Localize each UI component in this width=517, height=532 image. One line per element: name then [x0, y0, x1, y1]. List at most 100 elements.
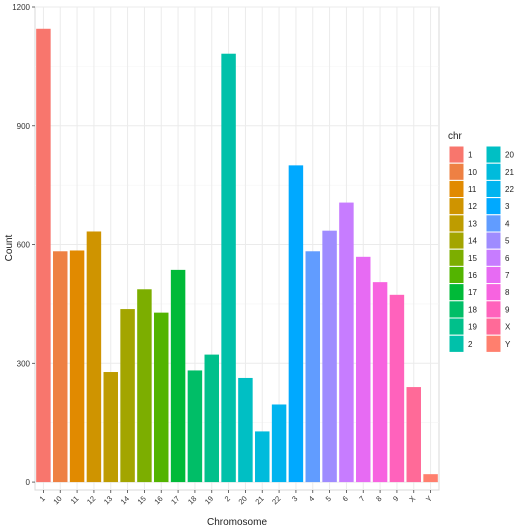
legend-key-6: [485, 248, 502, 267]
x-axis-label: Chromosome: [207, 517, 267, 528]
x-tick-label: 17: [169, 494, 181, 506]
y-tick-label: 900: [17, 122, 31, 131]
x-tick-label: 21: [253, 494, 265, 506]
legend-label: 2: [468, 340, 473, 349]
legend-label: 16: [468, 271, 477, 280]
legend-label: 20: [505, 151, 514, 160]
x-tick-label: 13: [102, 494, 114, 506]
legend-label: 22: [505, 185, 514, 194]
x-axis: 1 10 11 12 13 14 15 16 17 18 19 2 20 21 22 3 4 5 6 7 8 9 X Y: [38, 490, 434, 506]
x-tick-label: 15: [136, 494, 148, 506]
legend-label: 15: [468, 254, 477, 263]
bar-3: [288, 165, 304, 483]
x-tick-label: 12: [85, 494, 97, 506]
legend-key-17: [448, 283, 465, 302]
x-tick-label: 22: [270, 494, 282, 506]
x-tick-label: 3: [290, 494, 299, 503]
bar-13: [103, 372, 118, 483]
x-tick-label: 4: [307, 494, 316, 503]
legend-key-21: [485, 162, 502, 181]
legend-title: chr: [448, 131, 463, 142]
legend-label: 9: [505, 305, 510, 314]
legend-key-3: [485, 197, 502, 216]
x-tick-label: X: [407, 494, 417, 504]
legend-key-1: [448, 145, 465, 164]
x-tick-label: 18: [186, 494, 198, 506]
legend-key-13: [448, 214, 465, 233]
bar-9: [389, 294, 405, 483]
legend-label: 8: [505, 288, 510, 297]
bar-12: [86, 231, 102, 483]
legend-key-20: [485, 145, 502, 164]
legend-label: 7: [505, 271, 510, 280]
bar-2: [221, 53, 236, 483]
bar-18: [187, 370, 203, 483]
bar-X: [406, 387, 421, 483]
y-axis-label: Count: [4, 234, 15, 261]
bar-19: [204, 354, 219, 483]
legend-label: 12: [468, 202, 477, 211]
bar-6: [339, 202, 354, 483]
x-tick-label: 14: [119, 494, 131, 506]
legend-label: 13: [468, 219, 477, 228]
legend-label: 14: [468, 237, 477, 246]
legend-label: 11: [468, 185, 477, 194]
x-tick-label: 20: [237, 494, 249, 506]
legend-label: 6: [505, 254, 510, 263]
bar-7: [356, 256, 371, 483]
bar-14: [120, 309, 135, 483]
legend-key-22: [485, 179, 502, 199]
legend-label: 10: [468, 168, 477, 177]
legend-label: 17: [468, 288, 477, 297]
legend-key-15: [448, 248, 465, 267]
legend: chr 1 10 11 12 13 14 15 16 17 18 19 2 20 21 22 3 4 5 6 7 8 9 X…: [448, 131, 514, 353]
x-tick-label: 7: [357, 494, 366, 503]
x-tick-label: 16: [152, 494, 164, 506]
bar-5: [322, 230, 337, 483]
legend-label: X: [505, 323, 511, 332]
legend-label: 1: [468, 151, 473, 160]
legend-key-X: [485, 317, 502, 336]
x-tick-label: 2: [223, 494, 232, 503]
legend-label: 5: [505, 237, 510, 246]
bar-1: [36, 28, 51, 483]
x-tick-label: 11: [69, 494, 81, 506]
y-tick-label: 1200: [12, 3, 30, 12]
legend-key-11: [448, 179, 465, 199]
legend-key-2: [448, 334, 465, 353]
bar-15: [137, 289, 152, 483]
x-tick-label: 19: [203, 494, 215, 506]
legend-key-7: [485, 265, 502, 285]
legend-key-Y: [485, 334, 502, 353]
x-tick-label: 9: [391, 494, 400, 503]
legend-key-4: [485, 214, 502, 233]
y-tick-label: 600: [17, 241, 31, 250]
bar-4: [305, 251, 320, 483]
bar-20: [238, 377, 253, 483]
legend-key-16: [448, 265, 465, 285]
legend-key-5: [485, 231, 502, 250]
x-tick-label: 1: [38, 494, 47, 503]
bar-10: [53, 251, 68, 483]
bar-21: [255, 431, 270, 483]
legend-label: 19: [468, 323, 477, 332]
legend-key-9: [485, 300, 502, 319]
legend-key-18: [448, 300, 465, 319]
x-tick-label: 5: [324, 494, 333, 503]
legend-key-12: [448, 197, 465, 216]
plot-panel: [34, 6, 440, 491]
y-tick-label: 0: [26, 478, 31, 487]
x-tick-label: Y: [424, 494, 434, 504]
legend-label: 4: [505, 219, 510, 228]
legend-label: 3: [505, 202, 510, 211]
legend-label: 21: [505, 168, 514, 177]
bars: [36, 28, 438, 483]
x-tick-label: 10: [51, 494, 63, 506]
legend-key-19: [448, 317, 465, 336]
bar-Y: [423, 474, 438, 483]
legend-key-10: [448, 162, 465, 181]
bar-22: [271, 404, 287, 483]
legend-label: 18: [468, 305, 477, 314]
bar-16: [154, 312, 169, 483]
bar-11: [69, 250, 85, 483]
